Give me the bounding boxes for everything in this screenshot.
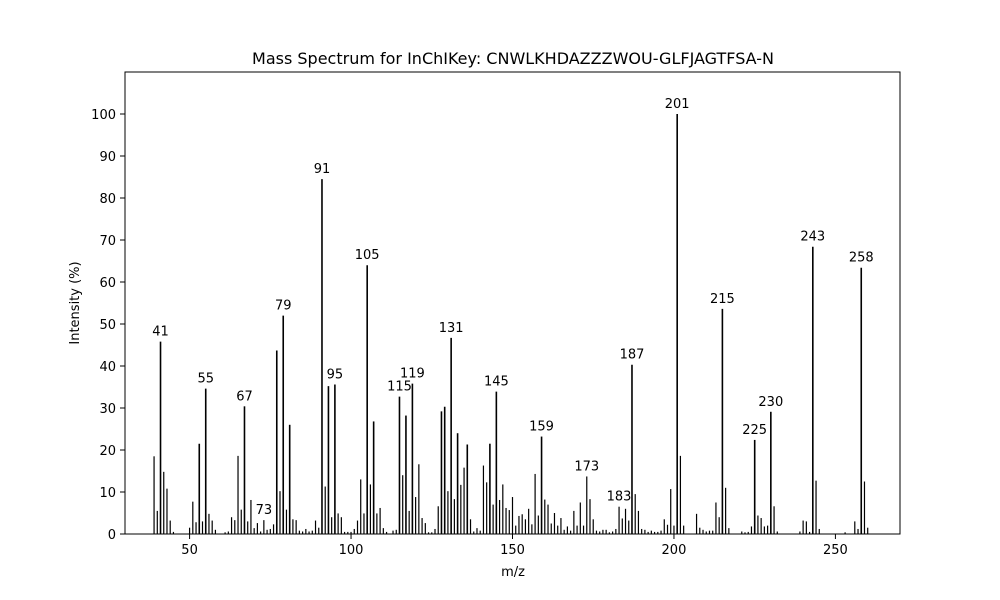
y-tick-label: 20 xyxy=(99,444,116,459)
peak-label: 115 xyxy=(387,380,412,395)
peak-label: 225 xyxy=(742,423,767,438)
y-tick-label: 80 xyxy=(99,192,116,207)
y-tick-label: 60 xyxy=(99,276,116,291)
peak-label: 79 xyxy=(275,299,292,314)
y-tick-label: 40 xyxy=(99,360,116,375)
peak-label: 55 xyxy=(197,372,214,387)
peak-label: 201 xyxy=(665,97,690,112)
peak-label: 159 xyxy=(529,420,554,435)
y-tick-label: 30 xyxy=(99,402,116,417)
x-axis-ticks: 50 100 150 200 250 xyxy=(181,534,848,558)
peak-bars xyxy=(153,114,869,534)
y-axis-ticks: 0 10 20 30 40 50 60 70 80 90 100 xyxy=(91,108,125,543)
peak-label: 243 xyxy=(800,230,825,245)
peak-label: 183 xyxy=(607,490,632,505)
y-tick-label: 70 xyxy=(99,234,116,249)
peak-label: 95 xyxy=(327,367,344,382)
x-tick-label: 250 xyxy=(823,543,848,558)
peak-label: 187 xyxy=(620,348,645,363)
x-tick-label: 100 xyxy=(339,543,364,558)
peak-label: 67 xyxy=(236,389,253,404)
peak-label: 230 xyxy=(758,395,783,410)
peak-label: 145 xyxy=(484,375,509,390)
x-tick-label: 150 xyxy=(500,543,525,558)
y-tick-label: 50 xyxy=(99,318,116,333)
peak-label: 73 xyxy=(256,503,273,518)
peak-label: 91 xyxy=(314,162,331,177)
y-tick-label: 90 xyxy=(99,150,116,165)
peak-label: 258 xyxy=(849,251,874,266)
peak-label: 215 xyxy=(710,292,735,307)
y-tick-label: 100 xyxy=(91,108,116,123)
peak-label: 105 xyxy=(355,248,380,263)
x-axis-label: m/z xyxy=(501,565,525,580)
y-tick-label: 0 xyxy=(108,528,116,543)
plot-frame xyxy=(124,71,901,535)
y-tick-label: 10 xyxy=(99,486,116,501)
x-tick-label: 50 xyxy=(181,543,198,558)
x-tick-label: 200 xyxy=(662,543,687,558)
y-axis-label: Intensity (%) xyxy=(68,261,83,344)
peak-label: 119 xyxy=(400,367,425,382)
peak-label: 173 xyxy=(574,459,599,474)
peak-label: 41 xyxy=(152,325,169,340)
peak-label: 131 xyxy=(439,321,464,336)
chart-title: Mass Spectrum for InChIKey: CNWLKHDAZZZW… xyxy=(252,49,774,68)
